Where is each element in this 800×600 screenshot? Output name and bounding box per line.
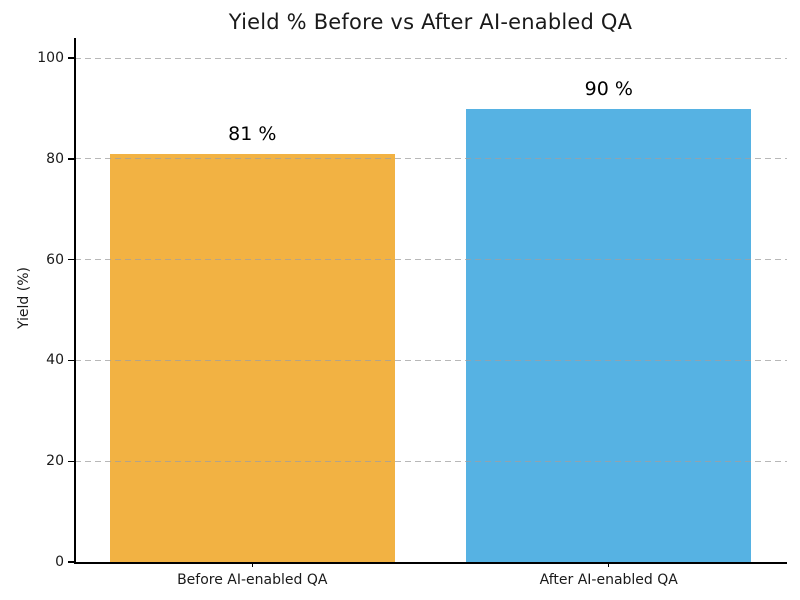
- bar-before: [109, 153, 395, 562]
- y-tick-label: 80: [46, 150, 64, 167]
- y-gridline: [75, 57, 787, 59]
- x-tick-label: Before AI-enabled QA: [177, 572, 328, 588]
- y-tick-mark: [68, 561, 74, 563]
- bar-value-label: 81 %: [228, 122, 277, 145]
- y-tick-label: 20: [46, 453, 64, 470]
- y-tick-label: 100: [37, 50, 64, 67]
- x-tick-mark: [251, 562, 253, 567]
- x-tick-label: After AI-enabled QA: [539, 572, 678, 588]
- y-tick-label: 60: [46, 251, 64, 268]
- plot-area: 81 % 90 % 0 20 40 60 80 100 Before AI-enabled QA…: [37, 38, 787, 588]
- x-axis-spine: [74, 562, 787, 564]
- bar-after: [466, 108, 752, 562]
- y-tick-mark: [68, 57, 74, 59]
- y-tick-mark: [68, 359, 74, 362]
- y-gridline: [75, 460, 787, 462]
- y-gridline: [75, 158, 787, 160]
- y-gridline: [75, 259, 787, 261]
- y-axis-spine: [74, 38, 76, 562]
- y-tick-mark: [68, 460, 74, 462]
- bar-value-label: 90 %: [584, 77, 633, 100]
- y-tick-mark: [68, 158, 74, 160]
- y-tick-label: 40: [46, 352, 64, 369]
- y-tick-mark: [68, 258, 74, 261]
- y-gridline: [75, 359, 787, 361]
- y-tick-label: 0: [55, 554, 64, 570]
- chart-title: Yield % Before vs After AI-enabled QA: [228, 10, 633, 34]
- x-tick-mark: [608, 562, 610, 567]
